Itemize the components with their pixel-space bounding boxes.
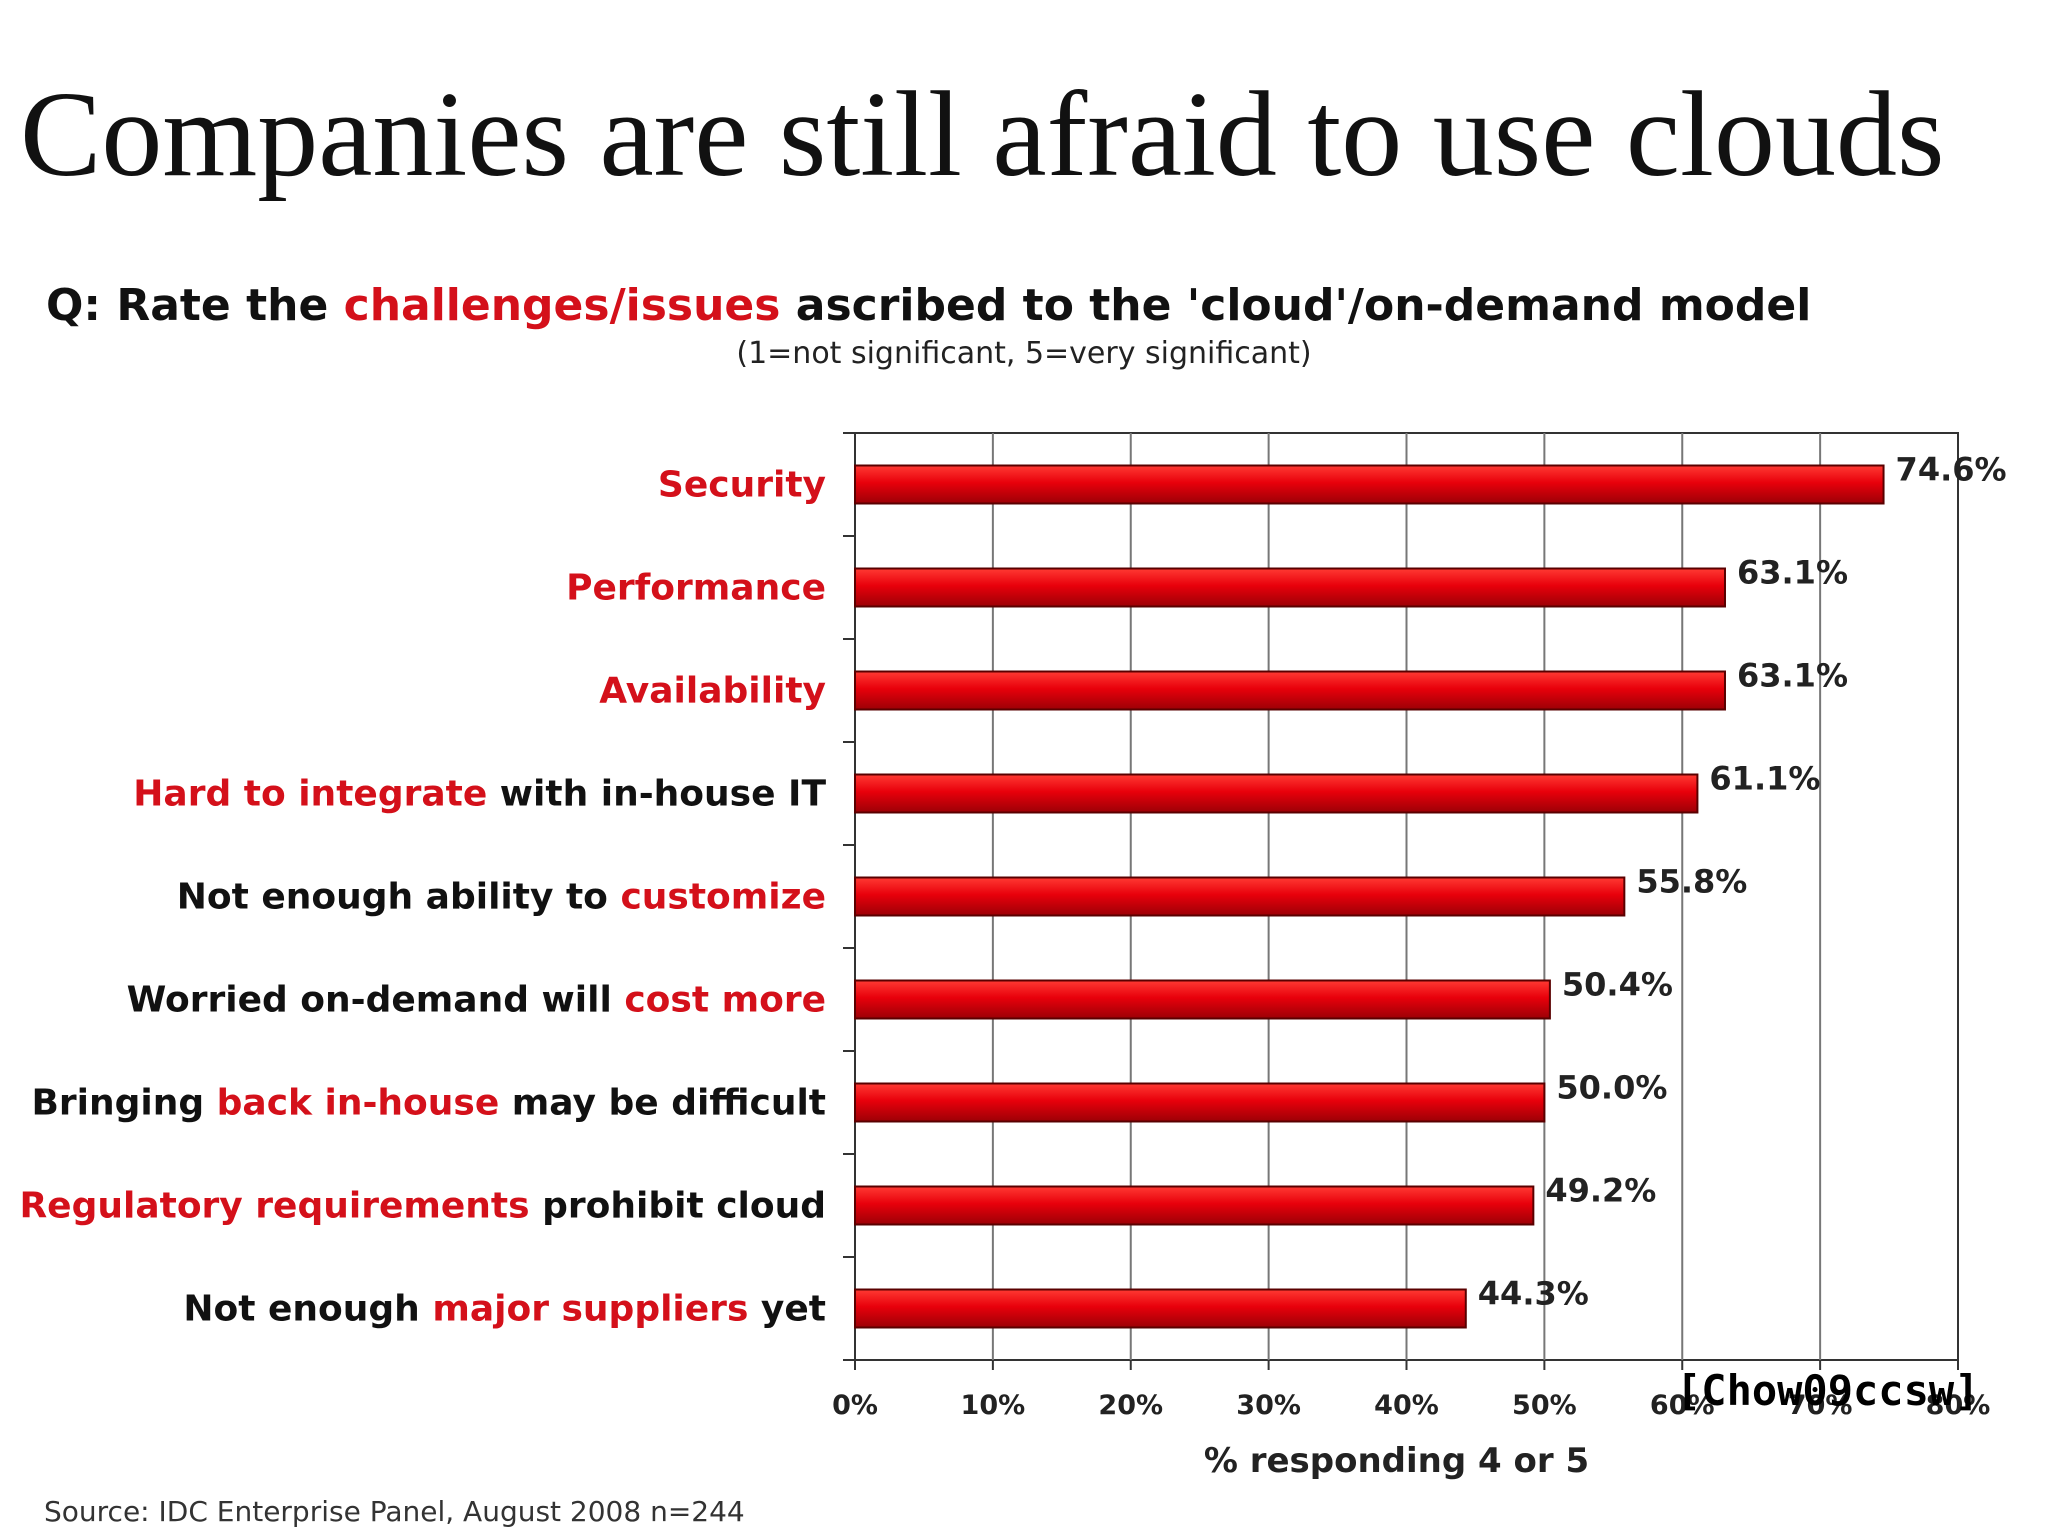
bar-value-label: 55.8% [1636,863,1747,901]
category-label: Worried on-demand will cost more [127,980,826,1021]
bar-value-label: 63.1% [1737,657,1848,695]
citation: [Chow09ccsw] [1676,1366,1980,1415]
category-label-highlight: major suppliers [432,1289,748,1330]
category-label-part: Worried on-demand will [127,980,625,1021]
bar [854,979,1551,1020]
question-highlight: challenges/issues [343,280,781,331]
category-label-part: Not enough ability to [177,877,621,918]
category-label: Security [658,465,826,506]
x-tick-label: 40% [1374,1390,1439,1421]
category-label: Hard to integrate with in-house IT [133,774,826,815]
x-tick-label: 60% [1650,1390,1715,1421]
category-label-part: yet [748,1289,826,1330]
x-axis-label: % responding 4 or 5 [1204,1441,1589,1481]
x-tick-label: 70% [1788,1390,1853,1421]
x-tick-label: 0% [832,1390,878,1421]
category-label: Not enough major suppliers yet [183,1289,826,1330]
bar-value-label: 63.1% [1737,554,1848,592]
category-label: Not enough ability to customize [177,877,826,918]
category-label-highlight: cost more [624,980,826,1021]
category-label-highlight: back in-house [217,1083,500,1124]
category-label-part: Bringing [31,1083,216,1124]
category-label-highlight: Hard to integrate [133,774,487,815]
bar [854,1185,1535,1226]
category-label-part: may be difficult [499,1083,826,1124]
category-label-part: prohibit cloud [530,1186,826,1227]
bar-value-label: 49.2% [1545,1172,1656,1210]
question-prefix: Q: Rate the [46,280,344,331]
category-label-part: with in-house IT [487,774,826,815]
bar [854,1288,1467,1329]
bar-value-label: 50.0% [1556,1069,1667,1107]
bar [854,464,1885,505]
category-label-highlight: Regulatory requirements [19,1186,529,1227]
category-label-highlight: Availability [599,671,826,712]
x-tick-label: 30% [1236,1390,1301,1421]
bar-value-label: 50.4% [1562,966,1673,1004]
x-tick-label: 10% [961,1390,1026,1421]
bar-value-label: 74.6% [1896,451,2007,489]
bar [854,670,1726,711]
bar-value-label: 44.3% [1478,1275,1589,1313]
question-heading: Q: Rate the challenges/issues ascribed t… [46,276,2026,336]
category-label-highlight: customize [620,877,826,918]
category-label-highlight: Performance [566,568,826,609]
category-label-part: Not enough [183,1289,432,1330]
question-scale-note: (1=not significant, 5=very significant) [736,336,1312,371]
category-label: Performance [566,568,826,609]
bar [854,876,1626,917]
bar [854,1082,1546,1123]
bar [854,773,1699,814]
category-label: Availability [599,671,826,712]
category-label: Regulatory requirements prohibit cloud [19,1186,826,1227]
source-note: Source: IDC Enterprise Panel, August 200… [44,1495,745,1528]
category-label: Bringing back in-house may be difficult [31,1083,826,1124]
category-label-highlight: Security [658,465,826,506]
x-tick-label: 80% [1926,1390,1991,1421]
bar [854,567,1726,608]
slide-title: Companies are still afraid to use clouds [20,67,1945,202]
x-tick-label: 20% [1098,1390,1163,1421]
question-suffix: ascribed to the 'cloud'/on-demand model [780,280,1812,331]
x-tick-label: 50% [1512,1390,1577,1421]
bar-value-label: 61.1% [1709,760,1820,798]
